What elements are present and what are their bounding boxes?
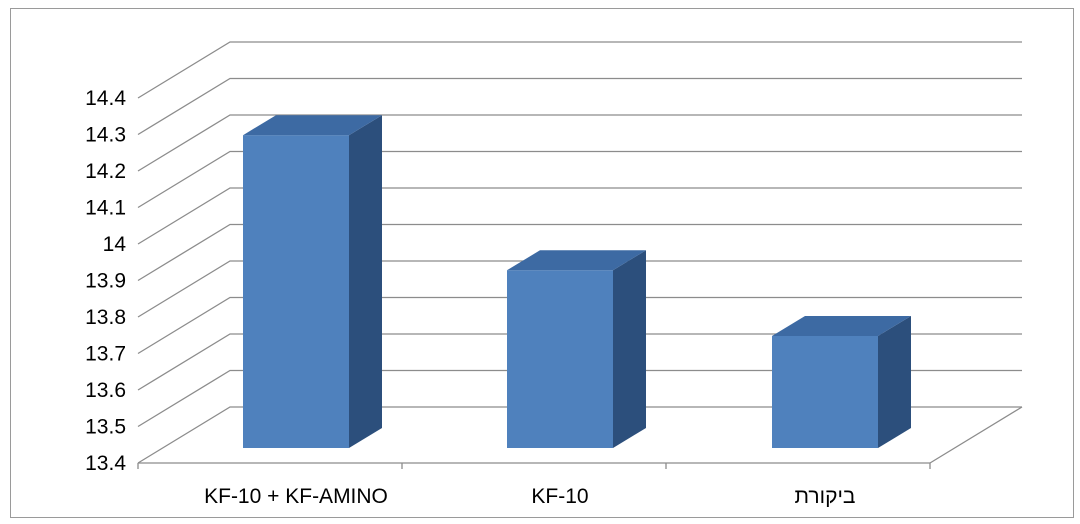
bar-front-face bbox=[243, 135, 349, 448]
gridline bbox=[137, 223, 1022, 282]
gridline bbox=[137, 333, 1022, 391]
y-tick-label: 14.3 bbox=[85, 124, 126, 147]
bar-front-face bbox=[772, 335, 878, 448]
y-tick-label: 14 bbox=[103, 233, 127, 256]
y-tick-label: 13.7 bbox=[85, 343, 126, 366]
y-tick-label: 13.5 bbox=[85, 416, 126, 439]
y-tick-label: 13.9 bbox=[85, 270, 126, 293]
x-category-label: ביקורת bbox=[795, 485, 856, 508]
x-category-label: KF-10 bbox=[531, 485, 588, 508]
floor-back-edge bbox=[137, 406, 1022, 464]
bar-side-face bbox=[878, 315, 911, 448]
gridline bbox=[137, 41, 1022, 99]
bar bbox=[243, 115, 382, 448]
y-tick-label: 13.4 bbox=[85, 452, 126, 475]
gridline bbox=[137, 77, 1022, 136]
bar bbox=[507, 250, 646, 448]
bar-top-face bbox=[243, 115, 382, 136]
bar-top-face bbox=[507, 250, 646, 271]
gridline bbox=[137, 260, 1022, 318]
gridline bbox=[137, 114, 1022, 172]
gridline bbox=[137, 369, 1022, 428]
gridlines bbox=[137, 41, 1023, 469]
y-axis-tick-labels: 13.4 13.5 13.6 13.7 13.8 13.9 14 14.1 14.2 14.3 14… bbox=[85, 87, 126, 475]
y-tick-label: 14.4 bbox=[85, 87, 126, 110]
bar bbox=[772, 315, 911, 448]
y-tick-label: 14.1 bbox=[85, 197, 126, 220]
x-category-label: KF-10 + KF-AMINO bbox=[204, 485, 388, 508]
floor-right-edge bbox=[929, 406, 1023, 464]
bars bbox=[243, 115, 911, 448]
bar-side-face bbox=[613, 250, 646, 448]
gridline bbox=[137, 296, 1022, 355]
bar-side-face bbox=[349, 115, 382, 448]
y-tick-label: 13.8 bbox=[85, 306, 126, 329]
category-labels: KF-10 + KF-AMINO KF-10 ביקורת bbox=[204, 485, 855, 508]
gridline bbox=[137, 187, 1022, 245]
bar-top-face bbox=[772, 315, 911, 336]
gridline bbox=[137, 150, 1022, 209]
bar-front-face bbox=[507, 270, 613, 448]
y-tick-label: 13.6 bbox=[85, 379, 126, 402]
y-tick-label: 14.2 bbox=[85, 160, 126, 183]
